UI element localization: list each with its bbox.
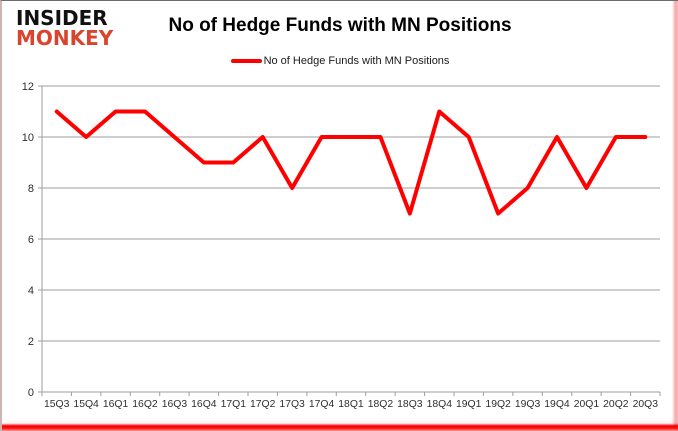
x-tick-label: 19Q2 — [485, 399, 511, 410]
x-tick-label: 19Q4 — [544, 399, 570, 410]
x-tick-label: 19Q3 — [515, 399, 541, 410]
legend-label: No of Hedge Funds with MN Positions — [263, 55, 450, 67]
legend: No of Hedge Funds with MN Positions — [2, 55, 678, 67]
x-tick-label: 16Q3 — [162, 399, 188, 410]
insider-monkey-logo: INSIDER MONKEY — [16, 6, 114, 50]
x-tick-label: 17Q3 — [279, 399, 305, 410]
logo-line-monkey: MONKEY — [16, 25, 114, 50]
x-tick-label: 17Q2 — [250, 399, 276, 410]
logo-line-insider: INSIDER — [16, 6, 108, 30]
y-tick-label: 2 — [28, 336, 34, 348]
x-tick-label: 16Q2 — [132, 399, 158, 410]
x-tick-label: 20Q2 — [603, 399, 629, 410]
y-axis-labels: 0 2 4 6 8 10 12 — [22, 81, 34, 399]
x-tick-label: 15Q4 — [73, 399, 99, 410]
y-tick-label: 8 — [28, 183, 34, 195]
y-tick-label: 0 — [28, 387, 34, 399]
x-tick-label: 15Q3 — [44, 399, 70, 410]
x-tick-label: 18Q2 — [368, 399, 394, 410]
x-tick-label: 18Q3 — [397, 399, 423, 410]
x-tick-label: 18Q1 — [338, 399, 364, 410]
x-tick-label: 19Q1 — [456, 399, 482, 410]
x-tick-label: 16Q1 — [103, 399, 129, 410]
gridlines — [41, 85, 660, 393]
data-line — [54, 109, 648, 216]
y-tick-label: 12 — [22, 81, 34, 93]
x-tick-label: 17Q1 — [221, 399, 247, 410]
y-tick-label: 10 — [22, 132, 34, 144]
x-tick-label: 20Q1 — [574, 399, 600, 410]
x-tick-label: 20Q3 — [633, 399, 659, 410]
chart-title: No of Hedge Funds with MN Positions — [168, 15, 512, 36]
x-tick-label: 18Q4 — [427, 399, 453, 410]
y-tick-label: 6 — [28, 234, 34, 246]
x-tick-label: 17Q4 — [309, 399, 335, 410]
legend-line-swatch — [230, 59, 262, 63]
axis-ticks — [38, 85, 661, 396]
x-axis-labels: 15Q3 15Q4 16Q1 16Q2 16Q3 16Q4 17Q1 17Q2 17Q3 17Q4… — [44, 399, 658, 410]
y-tick-label: 4 — [28, 285, 34, 297]
x-tick-label: 16Q4 — [191, 399, 217, 410]
